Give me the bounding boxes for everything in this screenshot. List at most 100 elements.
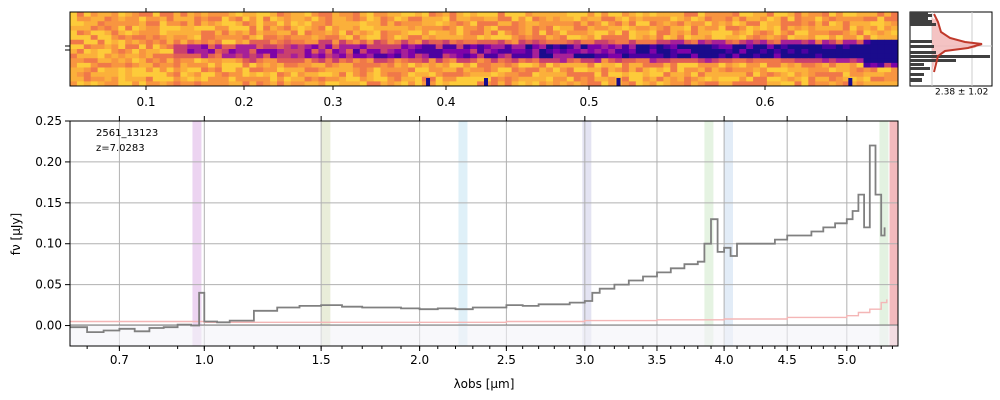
heatmap-cell [794,53,802,59]
heatmap-cell [477,30,485,36]
heatmap-cell [490,81,499,87]
y-tick-label: 0.00 [35,319,62,333]
heatmap-cell [180,35,188,41]
heatmap-cell [849,53,857,59]
heatmap-cell [277,53,285,59]
heatmap-cell [504,44,512,50]
heatmap-cell [194,16,202,22]
heatmap-cell [456,35,464,41]
heatmap-cell [325,21,333,27]
heatmap-cell [497,49,506,55]
heatmap-cell [546,35,554,41]
heatmap-cell [628,30,637,36]
heatmap-cell [760,58,768,64]
heatmap-cell [746,12,754,18]
heatmap-cell [145,16,154,22]
heatmap-cell [697,25,706,31]
heatmap-cell [670,49,678,55]
heatmap-cell [249,81,257,87]
heatmap-cell [739,25,747,31]
heatmap-cell [359,49,368,55]
heatmap-cell [221,21,230,27]
heatmap-cell [773,58,782,64]
heatmap-cell [794,72,802,78]
heatmap-cell [380,39,388,45]
heatmap-cell [97,16,105,22]
heatmap-cell [608,21,616,27]
heatmap-cell [808,49,816,55]
heatmap-cell [297,16,305,22]
heatmap-cell [421,58,430,64]
heatmap-cell [566,58,575,64]
heatmap-cell [725,49,733,55]
heatmap-cell [132,44,140,50]
heatmap-cell [187,67,195,73]
heatmap-cell [518,72,526,78]
heatmap-cell [732,44,740,50]
heatmap-cell [891,16,899,22]
heatmap-cell [539,35,547,41]
heatmap-cell [304,81,312,87]
heatmap-cell [352,12,361,18]
profile-bar [910,59,956,62]
heatmap-x-tick-label: 0.4 [436,95,455,109]
heatmap-cell [884,67,892,73]
heatmap-cell [573,81,581,87]
heatmap-cell [90,72,98,78]
heatmap-cell [359,53,368,59]
heatmap-cell [283,58,292,64]
heatmap-cell [684,16,692,22]
heatmap-cell [366,81,374,87]
heatmap-cell [635,30,644,36]
heatmap-cell [608,16,616,22]
heatmap-cell [366,35,374,41]
heatmap-cell [891,72,899,78]
heatmap-cell [718,25,726,31]
heatmap-cell [442,16,450,22]
heatmap-cell [256,12,264,18]
heatmap-cell [380,12,388,18]
heatmap-cell [421,76,430,82]
heatmap-cell [553,25,561,31]
heatmap-cell [718,72,726,78]
heatmap-cell [194,39,202,45]
heatmap-cell [339,72,347,78]
heatmap-cell [463,62,471,68]
heatmap-cell [256,72,264,78]
heatmap-cell [118,30,126,36]
heatmap-cell [642,39,650,45]
heatmap-cell [380,67,388,73]
heatmap-cell [214,44,223,50]
heatmap-cell [539,81,547,87]
heatmap-cell [90,67,98,73]
heatmap-cell [766,25,775,31]
heatmap-cell [753,39,761,45]
heatmap-cell [677,35,685,41]
heatmap-cell [642,16,650,22]
heatmap-cell [159,81,167,87]
heatmap-cell [408,67,416,73]
heatmap-cell [290,76,299,82]
heatmap-cell [194,35,202,41]
heatmap-cell [152,58,161,64]
heatmap-cell [559,76,568,82]
heatmap-cell [263,76,271,82]
heatmap-cell [773,76,782,82]
heatmap-cell [877,67,885,73]
heatmap-cell [428,16,437,22]
heatmap-cell [711,62,719,68]
heatmap-cell [656,44,664,50]
heatmap-cell [332,53,340,59]
heatmap-cell [511,58,519,64]
heatmap-cell [504,67,512,73]
heatmap-cell [318,35,326,41]
heatmap-cell [470,44,478,50]
heatmap-cell [732,35,740,41]
heatmap-cell [622,25,630,31]
heatmap-cell [511,30,519,36]
heatmap-cell [221,81,230,87]
heatmap-cell [732,21,740,27]
heatmap-cell [746,53,754,59]
heatmap-cell [594,25,602,31]
heatmap-cell [132,30,140,36]
